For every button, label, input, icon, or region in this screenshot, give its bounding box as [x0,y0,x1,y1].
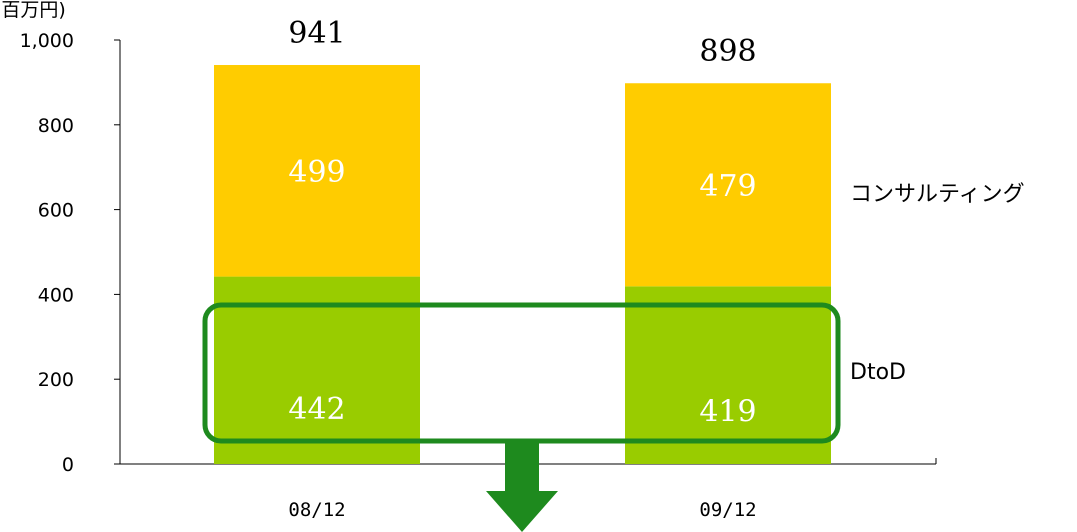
x-category-label: 08/12 [288,499,345,521]
y-tick-label: 1,000 [20,30,74,52]
y-tick-label: 800 [38,115,74,137]
y-tick-label: 0 [62,454,74,476]
highlight-box [202,302,841,444]
y-axis: 0 200 400 600 800 1,000 [20,30,121,476]
legend: コンサルティング DtoD [850,182,1025,385]
x-category-label: 09/12 [699,499,756,521]
segment-value-label: 419 [699,395,756,430]
highlight-overlay [202,302,841,532]
bar-segment-consulting [214,65,420,277]
y-tick-label: 400 [38,284,74,306]
down-arrow-icon [486,443,558,532]
data-labels: 442 499 941 419 479 898 [288,16,756,430]
legend-label-dtod: DtoD [850,360,906,385]
segment-value-label: 442 [288,392,345,427]
bar-segment-consulting [625,83,831,287]
legend-label-consulting: コンサルティング [850,182,1025,207]
y-tick-label: 600 [38,200,74,222]
bar-segment-dtod [214,276,420,464]
bars [214,65,831,464]
total-value-label: 898 [699,34,756,69]
segment-value-label: 479 [699,169,756,204]
total-value-label: 941 [288,16,345,51]
bar-segment-dtod [625,286,831,464]
segment-value-label: 499 [288,155,345,190]
unit-label: (百万円) [0,0,66,21]
y-tick-label: 200 [38,369,74,391]
